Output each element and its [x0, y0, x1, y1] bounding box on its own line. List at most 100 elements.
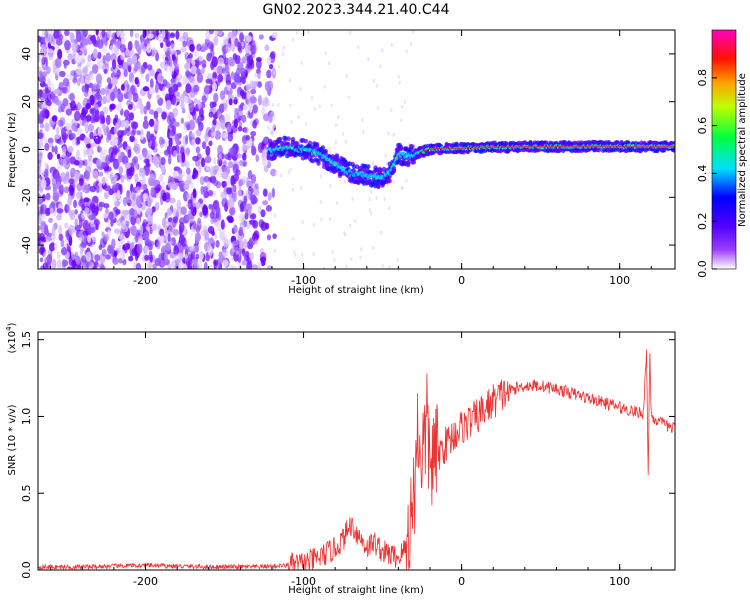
heatmap-cell: [110, 53, 117, 62]
heatmap-cell: [273, 213, 277, 218]
snr-multiplier: (x104): [5, 322, 18, 353]
heatmap-cell: [130, 190, 136, 201]
spectrogram-xtick-label: -200: [133, 274, 158, 287]
heatmap-cell: [260, 260, 266, 267]
heatmap-cell: [167, 182, 174, 189]
heatmap-cell: [343, 231, 346, 236]
snr-xtick-label: 100: [609, 575, 630, 588]
heatmap-cell: [146, 130, 151, 140]
heatmap-cell: [191, 206, 197, 217]
heatmap-cell: [127, 64, 132, 73]
heatmap-cell: [129, 135, 135, 143]
colorbar-tick-label: 0.6: [696, 117, 709, 135]
heatmap-cell: [66, 205, 71, 212]
heatmap-cell: [454, 141, 459, 147]
heatmap-cell: [135, 195, 142, 206]
heatmap-cell: [131, 125, 137, 136]
heatmap-cell: [162, 86, 167, 97]
heatmap-cell: [82, 146, 87, 158]
heatmap-cell: [247, 209, 253, 216]
heatmap-cell: [127, 103, 133, 110]
heatmap-cell: [71, 259, 77, 269]
heatmap-cell: [227, 31, 234, 40]
heatmap-cell: [111, 59, 117, 70]
heatmap-cell: [150, 187, 155, 196]
heatmap-cell: [60, 246, 68, 256]
heatmap-cell: [182, 31, 189, 40]
heatmap-cell: [138, 167, 146, 178]
heatmap-cell: [44, 142, 50, 152]
heatmap-cell: [94, 92, 101, 101]
heatmap-cell: [118, 244, 122, 251]
spectrogram-ytick-label: -40: [20, 236, 33, 254]
heatmap-cell: [120, 52, 125, 61]
heatmap-cell: [71, 42, 78, 53]
heatmap-cell: [71, 137, 76, 146]
heatmap-cell: [69, 185, 75, 196]
heatmap-cell: [370, 189, 373, 194]
heatmap-cell: [209, 166, 216, 177]
heatmap-cell: [400, 104, 404, 109]
heatmap-cell: [119, 183, 123, 195]
heatmap-cell: [41, 89, 47, 99]
heatmap-cell: [241, 114, 247, 123]
heatmap-cell: [207, 245, 213, 256]
heatmap-cell: [200, 157, 206, 168]
heatmap-cell: [92, 170, 99, 179]
heatmap-cell: [185, 83, 192, 94]
heatmap-cell: [233, 224, 238, 233]
heatmap-cell: [40, 178, 47, 189]
heatmap-cell: [193, 97, 198, 104]
heatmap-cell: [99, 265, 106, 269]
heatmap-cell: [213, 34, 219, 46]
heatmap-cell: [113, 250, 118, 258]
heatmap-cell: [221, 67, 226, 74]
heatmap-cell: [217, 144, 223, 156]
heatmap-cell: [337, 115, 340, 120]
heatmap-cell: [51, 145, 55, 153]
heatmap-cell: [174, 62, 180, 70]
heatmap-cell: [54, 242, 58, 250]
heatmap-cell: [201, 59, 207, 69]
heatmap-cell: [57, 49, 63, 60]
heatmap-cell: [81, 85, 87, 93]
heatmap-cell: [46, 92, 52, 102]
heatmap-cell: [266, 234, 272, 241]
heatmap-cell: [192, 197, 197, 207]
heatmap-cell: [103, 233, 109, 242]
heatmap-cell: [74, 209, 78, 215]
heatmap-cell: [210, 60, 215, 71]
spectrogram-xtick-label: 100: [609, 274, 630, 287]
heatmap-cell: [111, 76, 118, 86]
heatmap-cell: [257, 71, 261, 80]
heatmap-cell: [249, 252, 254, 260]
heatmap-cell: [231, 177, 237, 185]
heatmap-cell: [104, 185, 111, 192]
heatmap-cell: [121, 37, 126, 45]
heatmap-cell: [155, 52, 160, 62]
heatmap-cell: [172, 124, 176, 135]
heatmap-cell: [96, 158, 101, 170]
heatmap-cell: [74, 251, 79, 262]
heatmap-cell: [133, 143, 141, 155]
heatmap-cell: [38, 225, 42, 231]
heatmap-cell: [44, 224, 49, 236]
heatmap-cell: [143, 115, 148, 122]
heatmap-cell: [185, 213, 192, 221]
heatmap-cell: [114, 228, 120, 234]
heatmap-cell: [212, 106, 216, 115]
heatmap-cell: [90, 142, 96, 148]
heatmap-cell: [304, 121, 308, 126]
heatmap-cell: [73, 199, 78, 209]
heatmap-cell: [85, 103, 92, 110]
heatmap-cell: [185, 70, 191, 78]
heatmap-cell: [102, 176, 106, 186]
heatmap-cell: [137, 153, 145, 161]
heatmap-cell: [379, 64, 382, 69]
heatmap-cell: [169, 32, 176, 39]
heatmap-cell: [112, 256, 119, 265]
heatmap-cell: [112, 192, 118, 204]
heatmap-cell: [159, 173, 164, 183]
heatmap-cell: [86, 59, 92, 69]
heatmap-cell: [70, 100, 76, 112]
